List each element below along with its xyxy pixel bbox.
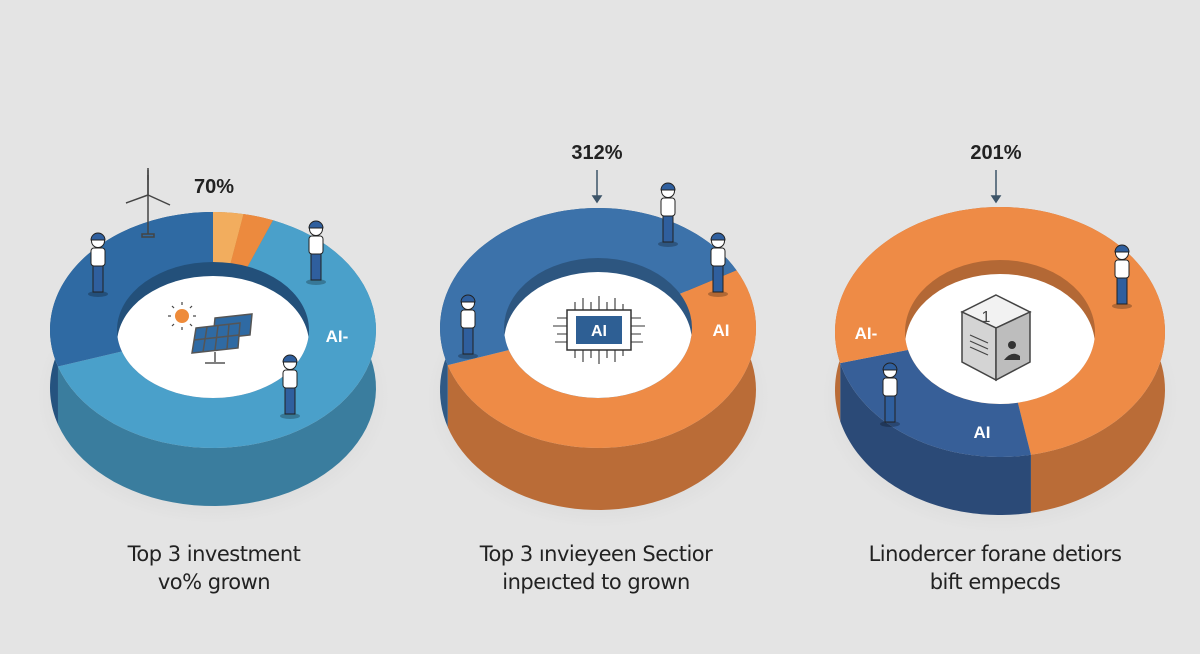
- person-figure: [280, 354, 300, 419]
- person-figure: [88, 232, 108, 297]
- chart-2-caption: Top 3 ınvieyeen Sectior inpeıcted to gro…: [416, 540, 776, 596]
- person-figure: [306, 220, 326, 285]
- chart-1-value-label: 70%: [194, 176, 234, 198]
- data-cube-digit: 1: [982, 309, 991, 326]
- chart-1-caption: Top 3 investment vo% grown: [34, 540, 394, 596]
- slice-side-1: [447, 270, 756, 510]
- person-figure: [708, 232, 728, 297]
- ai-chip-icon: AI: [553, 296, 645, 364]
- solar-panel-icon: [191, 313, 253, 364]
- donut-chart-2: [426, 208, 770, 528]
- chart-1-caption-line-2: vo% grown: [157, 570, 271, 594]
- person-figure: [1112, 244, 1132, 309]
- chart-3-caption-line-1: Linodercer forane detiors: [868, 542, 1122, 566]
- person-figure: [658, 182, 678, 247]
- slice-side-2: [840, 363, 1031, 515]
- chart-3-slice-label-blue: AI: [974, 423, 991, 442]
- chart-3-arrow-icon: [990, 170, 1002, 204]
- person-figure: [880, 362, 900, 427]
- chart-2-caption-line-1: Top 3 ınvieyeen Sectior: [479, 542, 713, 566]
- chart-3-caption: Linodercer forane detiors bift empecds: [815, 540, 1175, 596]
- data-cube-icon: 1: [960, 294, 1032, 382]
- chart-1-caption-line-1: Top 3 investment: [127, 542, 301, 566]
- person-figure: [458, 294, 478, 359]
- chart-2-arrow-icon: [591, 170, 603, 204]
- chart-2-slice-label: AI: [713, 321, 730, 340]
- chart-3-caption-line-2: bift empecds: [929, 570, 1061, 594]
- chart-2-value-label: 312%: [571, 142, 622, 164]
- chart-3-value-label: 201%: [970, 142, 1021, 164]
- chart-3-slice-label-orange: AI-: [855, 324, 878, 343]
- chart-1-slice-label: AI-: [326, 327, 349, 346]
- wind-turbine-icon: [125, 168, 171, 238]
- chart-2-caption-line-2: inpeıcted to grown: [502, 570, 690, 594]
- donut-chart-1: [36, 212, 390, 524]
- slice-side-3: [57, 220, 376, 506]
- sun-icon: [168, 302, 196, 330]
- ai-chip-text: AI: [591, 323, 607, 340]
